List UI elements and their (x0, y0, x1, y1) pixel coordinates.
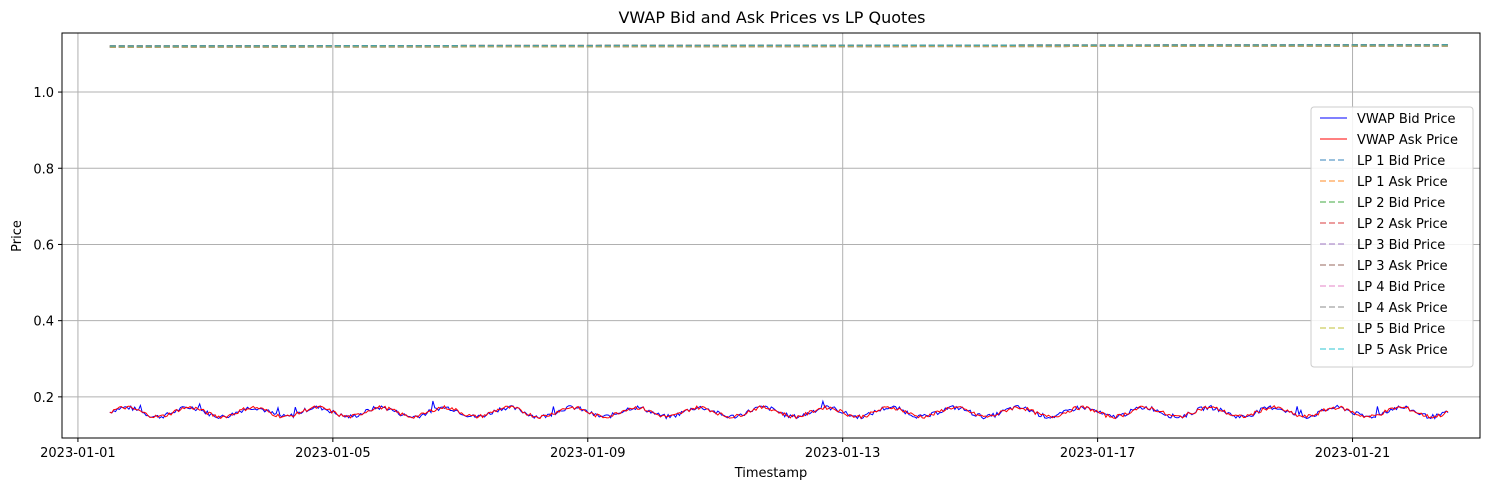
legend-label: LP 4 Ask Price (1357, 301, 1448, 316)
grid (62, 33, 1480, 438)
legend: VWAP Bid Price VWAP Ask Price LP 1 Bid Pri… (1310, 106, 1474, 368)
x-axis-label: Timestamp (734, 466, 808, 481)
legend-box (1310, 106, 1474, 368)
legend-label: LP 5 Ask Price (1357, 343, 1448, 358)
legend-label: LP 1 Ask Price (1357, 175, 1448, 190)
y-axis-ticks: 0.2 0.4 0.6 0.8 1.0 (33, 86, 62, 406)
legend-label: LP 5 Bid Price (1357, 322, 1445, 337)
x-tick-label: 2023-01-05 (295, 446, 371, 461)
x-axis-ticks: 2023-01-01 2023-01-05 2023-01-09 2023-01-13… (40, 438, 1390, 461)
chart-title: VWAP Bid and Ask Prices vs LP Quotes (618, 8, 925, 27)
series-line-11 (109, 45, 1449, 48)
legend-label: VWAP Bid Price (1357, 112, 1456, 127)
series-lines (109, 44, 1449, 420)
legend-label: LP 1 Bid Price (1357, 154, 1445, 169)
legend-label: LP 2 Bid Price (1357, 196, 1445, 211)
y-tick-label: 0.2 (33, 391, 54, 406)
legend-label: LP 3 Bid Price (1357, 238, 1445, 253)
x-tick-label: 2023-01-09 (550, 446, 626, 461)
legend-label: LP 4 Bid Price (1357, 280, 1445, 295)
legend-label: LP 2 Ask Price (1357, 217, 1448, 232)
y-axis-label: Price (10, 220, 25, 252)
series-line-12 (109, 44, 1449, 47)
x-tick-label: 2023-01-17 (1060, 446, 1136, 461)
x-tick-label: 2023-01-21 (1315, 446, 1391, 461)
plot-frame (61, 32, 1481, 439)
y-tick-label: 0.4 (33, 315, 54, 330)
legend-label: VWAP Ask Price (1357, 133, 1458, 148)
x-tick-label: 2023-01-01 (40, 446, 116, 461)
y-tick-label: 0.8 (33, 162, 54, 177)
y-tick-label: 1.0 (33, 86, 54, 101)
series-line-1 (109, 399, 1449, 420)
x-tick-label: 2023-01-13 (805, 446, 881, 461)
y-tick-label: 0.6 (33, 238, 54, 253)
legend-label: LP 3 Ask Price (1357, 259, 1448, 274)
series-line-2 (109, 404, 1449, 420)
